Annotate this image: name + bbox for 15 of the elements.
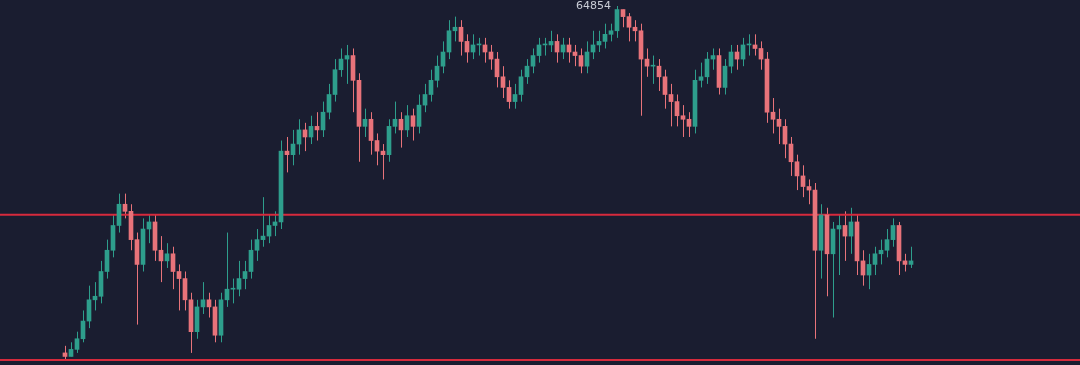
candlestick: [530, 47, 536, 74]
candlestick: [74, 331, 80, 354]
candlestick: [650, 55, 656, 85]
candlestick: [578, 47, 584, 74]
candlestick: [410, 108, 416, 142]
annotation: 64854: [576, 0, 611, 13]
candlestick: [872, 246, 878, 276]
candlestick: [230, 278, 236, 304]
candlestick: [698, 62, 704, 88]
candlestick: [236, 260, 242, 297]
candlestick: [680, 104, 686, 138]
candlestick: [254, 228, 260, 262]
candlestick: [884, 228, 890, 258]
candlestick: [500, 65, 506, 99]
candlestick: [626, 12, 632, 42]
